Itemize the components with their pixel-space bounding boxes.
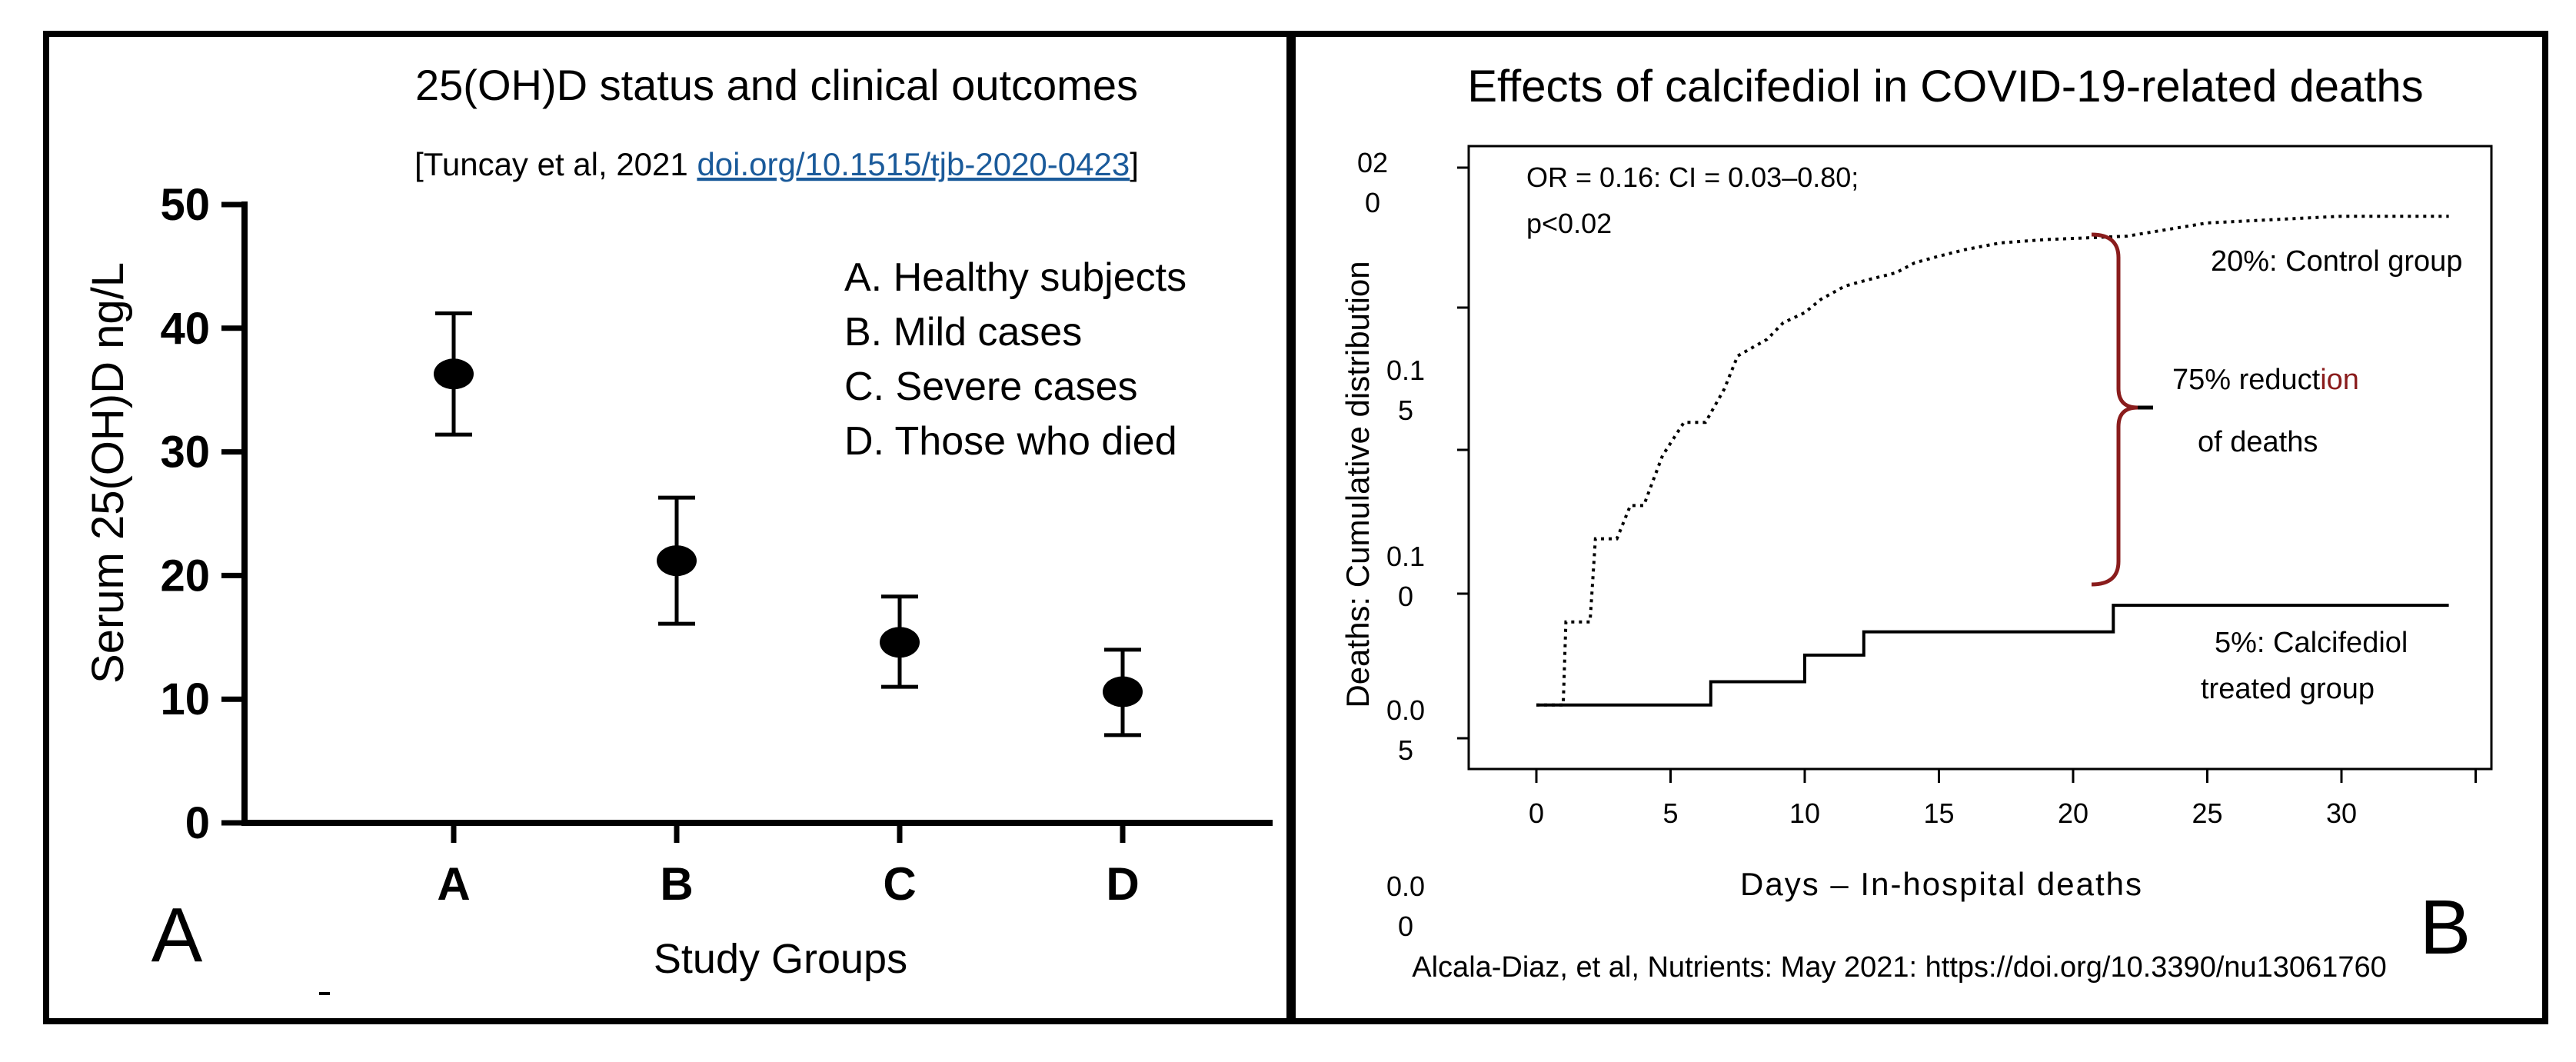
chart-a-y-tick-label: 50 [160,180,210,230]
chart-b-x-tick-label: 0 [1529,797,1544,829]
stray-mark [319,992,330,995]
citation-suffix: ] [1130,146,1139,182]
reduction-text-line1: 75% reduction [2172,364,2359,396]
stats-text-line2: p<0.02 [1526,208,1612,239]
chart-b-y-tick-label: 02 [1357,147,1388,178]
data-point-d [1103,676,1143,707]
citation-prefix: [Tuncay et al, 2021 [414,146,697,182]
citation-link[interactable]: doi.org/10.1515/tjb-2020-0423 [697,146,1130,182]
chart-a-x-tick-label: A [437,858,470,910]
chart-a-x-axis-label: Study Groups [654,936,907,982]
data-point-b [657,545,697,577]
control-group-label: 20%: Control group [2211,245,2462,278]
legend-entry: B. Mild cases [844,310,1082,355]
chart-b-y-tick-label: 0.0 [1386,694,1425,726]
chart-b-axes: 0 5 10 15 20 25 30 02 0 0.1 5 0.1 0 0.0 5 0.0 0 [1357,147,2477,942]
chart-a-citation: [Tuncay et al, 2021 doi.org/10.1515/tjb-… [414,146,1139,182]
chart-a-legend: A. Healthy subjects B. Mild cases C. Sever… [844,255,1186,464]
treated-group-label-line1: 5%: Calcifediol [2215,627,2408,659]
reduction-bracket [2091,232,2138,587]
chart-a-y-tick-label: 20 [160,551,210,601]
chart-a-title: 25(OH)D status and clinical outcomes [415,61,1138,109]
chart-b-title: Effects of calcifediol in COVID-19-relat… [1467,62,2423,112]
chart-b-y-tick-label: 0.0 [1386,871,1425,902]
chart-a-y-axis-label: Serum 25(OH)D ng/L [83,262,133,684]
legend-entry: C. Severe cases [844,365,1138,409]
chart-a-x-tick-label: D [1106,858,1139,910]
legend-entry: A. Healthy subjects [844,255,1186,300]
chart-b-annotations: OR = 0.16: CI = 0.03–0.80; p<0.02 20%: C… [1526,161,2462,705]
treated-group-label-line2: treated group [2201,673,2375,705]
chart-a-y-tick-label: 30 [160,428,210,478]
chart-b-marks [1536,215,2449,707]
panel-a-letter: A [151,892,203,978]
panel-b-frame [1293,31,2548,1024]
reduction-text-line2: of deaths [2198,426,2318,458]
panel-b-letter: B [2420,884,2471,970]
reduction-text-red: ion [2320,364,2359,396]
data-point-a [434,358,474,390]
chart-b-y-tick-label: 5 [1398,395,1413,426]
chart-b-y-tick-label: 0 [1365,187,1380,218]
chart-b-x-tick-label: 30 [2326,797,2357,829]
chart-b-y-tick-label: 0 [1398,581,1413,612]
chart-b-x-tick-label: 25 [2192,797,2222,829]
chart-b-plot-frame [1467,145,2493,771]
chart-a-x-tick-label: C [883,858,916,910]
reduction-text-main: 75% reduct [2172,364,2321,396]
chart-b-y-tick-label: 5 [1398,734,1413,766]
chart-panel-b: Effects of calcifediol in COVID-19-relat… [1340,62,2493,984]
chart-b-x-tick-label: 5 [1662,797,1678,829]
stats-text-line1: OR = 0.16: CI = 0.03–0.80; [1526,161,1859,193]
chart-b-y-tick-label: 0.1 [1386,355,1425,386]
treated-group-curve [1536,604,2449,707]
chart-b-x-tick-label: 20 [2058,797,2088,829]
chart-a-marks [434,311,1143,737]
chart-b-source: Alcala-Diaz, et al, Nutrients: May 2021:… [1412,951,2386,984]
chart-a-y-tick-label: 0 [185,798,210,848]
chart-b-x-axis-label: Days – In-hospital deaths [1740,866,2143,902]
chart-b-y-axis-label: Deaths: Cumulative distribution [1340,261,1376,707]
chart-b-y-tick-label: 0 [1398,911,1413,942]
chart-a-x-tick-label: B [660,858,693,910]
chart-b-y-tick-label: 0.1 [1386,541,1425,572]
chart-b-x-tick-label: 10 [1789,797,1820,829]
data-point-c [880,627,920,658]
chart-a-y-tick-label: 10 [160,674,210,724]
chart-panel-a: 25(OH)D status and clinical outcomes [Tu… [83,61,1273,995]
legend-entry: D. Those who died [844,419,1177,464]
chart-a-y-tick-label: 40 [160,304,210,354]
panel-a-frame [43,31,1293,1024]
chart-a-axes: 0 10 20 30 40 50 A B C D [160,180,1273,910]
chart-b-x-tick-label: 15 [1923,797,1954,829]
